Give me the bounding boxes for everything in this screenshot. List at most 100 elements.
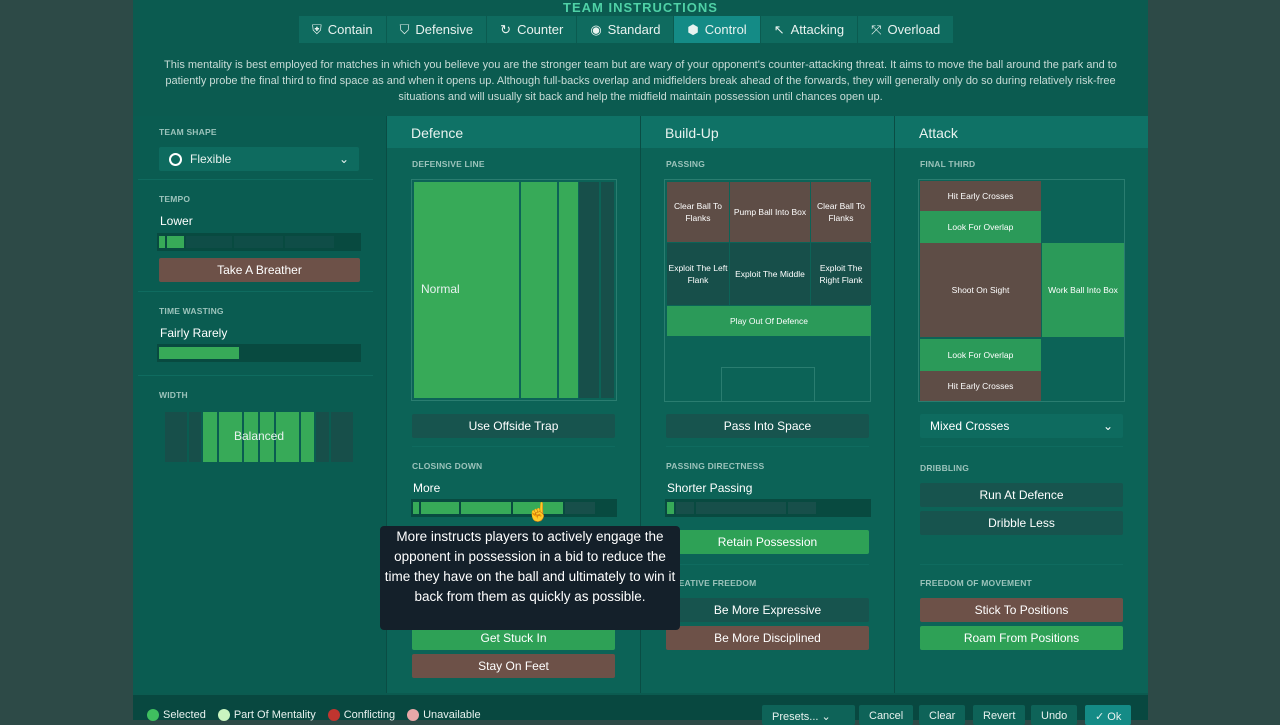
crosses-value: Mixed Crosses <box>930 419 1010 433</box>
tempo-slider[interactable] <box>157 233 361 251</box>
attack-header: Attack <box>895 116 1148 148</box>
pump-ball-zone[interactable]: Pump Ball Into Box <box>730 182 810 242</box>
tab-attacking[interactable]: ↖ Attacking <box>761 16 859 43</box>
get-stuck-in-button[interactable]: Get Stuck In <box>412 626 615 650</box>
overload-icon: ⤧ <box>871 21 882 37</box>
passing-directness-label: PASSING DIRECTNESS <box>666 461 765 471</box>
tab-label: Control <box>704 22 747 37</box>
mentality-tabs: ⛨ Contain ⛉ Defensive ↻ Counter ◉ Standard ⬢… <box>299 16 955 43</box>
pass-into-space-button[interactable]: Pass Into Space <box>666 414 869 438</box>
roam-from-positions-button[interactable]: Roam From Positions <box>920 626 1123 650</box>
tab-label: Counter <box>517 22 564 37</box>
exploit-middle-zone[interactable]: Exploit The Middle <box>730 243 810 305</box>
tab-label: Attacking <box>790 22 845 37</box>
retain-possession-button[interactable]: Retain Possession <box>666 530 869 554</box>
shield-icon: ⛉ <box>399 21 410 37</box>
chevron-down-icon: ⌄ <box>1102 419 1113 433</box>
exploit-left-zone[interactable]: Exploit The Left Flank <box>667 243 729 305</box>
chevron-down-icon: ⌄ <box>821 711 831 723</box>
tempo-label: TEMPO <box>159 194 191 204</box>
width-selector[interactable] <box>165 412 353 462</box>
passing-directness-slider[interactable] <box>665 499 871 517</box>
tab-counter[interactable]: ↻ Counter <box>487 16 578 43</box>
target-icon <box>169 152 182 166</box>
exploit-right-zone[interactable]: Exploit The Right Flank <box>811 243 871 305</box>
look-for-overlap-top-zone[interactable]: Look For Overlap <box>920 211 1041 243</box>
play-out-of-defence-zone[interactable]: Play Out Of Defence <box>667 306 871 336</box>
crosses-dropdown[interactable]: Mixed Crosses ⌄ <box>920 414 1123 438</box>
tab-contain[interactable]: ⛨ Contain <box>299 16 387 43</box>
time-wasting-value: Fairly Rarely <box>160 326 228 340</box>
check-icon: ✓ <box>1095 711 1105 723</box>
tab-standard[interactable]: ◉ Standard <box>577 16 675 43</box>
closing-down-value: More <box>413 481 441 495</box>
tab-label: Contain <box>327 22 373 37</box>
attacking-icon: ↖ <box>773 21 785 37</box>
defensive-line-label: DEFENSIVE LINE <box>412 159 485 169</box>
final-third-pitch: Hit Early Crosses Look For Overlap Shoot… <box>918 179 1125 402</box>
tab-defensive[interactable]: ⛉ Defensive <box>387 16 488 43</box>
stick-to-positions-button[interactable]: Stick To Positions <box>920 598 1123 622</box>
tab-label: Defensive <box>415 22 474 37</box>
hit-early-crosses-bottom-zone[interactable]: Hit Early Crosses <box>920 371 1041 401</box>
freedom-of-movement-label: FREEDOM OF MOVEMENT <box>920 578 1032 588</box>
tab-control[interactable]: ⬢ Control <box>674 16 761 43</box>
defensive-line-value: Normal <box>421 282 460 296</box>
final-third-label: FINAL THIRD <box>920 159 976 169</box>
cancel-button[interactable]: Cancel <box>859 705 914 725</box>
team-shape-dropdown[interactable]: Flexible ⌄ <box>159 147 359 171</box>
standard-icon: ◉ <box>590 21 602 37</box>
clear-ball-left-zone[interactable]: Clear Ball To Flanks <box>667 182 729 242</box>
chevron-down-icon: ⌄ <box>338 152 349 166</box>
look-for-overlap-bottom-zone[interactable]: Look For Overlap <box>920 339 1041 371</box>
revert-button[interactable]: Revert <box>973 705 1026 725</box>
use-offside-trap-button[interactable]: Use Offside Trap <box>412 414 615 438</box>
take-a-breather-button[interactable]: Take A Breather <box>159 258 360 282</box>
undo-button[interactable]: Undo <box>1031 705 1078 725</box>
team-shape-value: Flexible <box>190 152 232 166</box>
dribbling-label: DRIBBLING <box>920 463 970 473</box>
tempo-value: Lower <box>160 214 193 228</box>
legend: Selected Part Of Mentality Conflicting U… <box>147 709 481 721</box>
hit-early-crosses-top-zone[interactable]: Hit Early Crosses <box>920 181 1041 211</box>
width-value: Balanced <box>233 429 285 443</box>
presets-button[interactable]: Presets... ⌄ <box>762 705 855 725</box>
closing-down-tooltip: More instructs players to actively engag… <box>380 526 680 630</box>
creative-freedom-label: CREATIVE FREEDOM <box>666 578 757 588</box>
be-more-disciplined-button[interactable]: Be More Disciplined <box>666 626 869 650</box>
ok-button[interactable]: ✓ Ok <box>1085 705 1132 725</box>
passing-pitch: Clear Ball To Flanks Pump Ball Into Box … <box>664 179 871 402</box>
sidebar: TEAM SHAPE Flexible ⌄ TEMPO Lower Take A… <box>133 116 387 693</box>
dribble-less-button[interactable]: Dribble Less <box>920 511 1123 535</box>
clear-ball-right-zone[interactable]: Clear Ball To Flanks <box>811 182 871 242</box>
stay-on-feet-button[interactable]: Stay On Feet <box>412 654 615 678</box>
legend-conflicting: Conflicting <box>327 709 395 721</box>
tab-label: Overload <box>887 22 941 37</box>
passing-label: PASSING <box>666 159 706 169</box>
defensive-line-selector[interactable]: Normal <box>411 179 617 401</box>
panel-title: TEAM INSTRUCTIONS <box>563 0 718 15</box>
mentality-description: This mentality is best employed for matc… <box>164 59 1117 103</box>
time-wasting-slider[interactable] <box>157 344 361 362</box>
be-more-expressive-button[interactable]: Be More Expressive <box>666 598 869 622</box>
team-shape-label: TEAM SHAPE <box>159 127 217 137</box>
tab-label: Standard <box>607 22 661 37</box>
work-ball-into-box-zone[interactable]: Work Ball Into Box <box>1042 243 1124 337</box>
time-wasting-label: TIME WASTING <box>159 306 224 316</box>
legend-part-of-mentality: Part Of Mentality <box>217 709 316 721</box>
control-icon: ⬢ <box>687 21 699 37</box>
defence-header: Defence <box>387 116 640 148</box>
width-label: WIDTH <box>159 390 188 400</box>
shield-heart-icon: ⛨ <box>312 21 322 37</box>
tab-overload[interactable]: ⤧ Overload <box>858 16 955 43</box>
clear-button[interactable]: Clear <box>919 705 966 725</box>
buildup-column: Build-Up PASSING Clear Ball To Flanks Pu… <box>641 116 895 693</box>
attack-column: Attack FINAL THIRD Hit Early Crosses Loo… <box>895 116 1148 693</box>
shoot-on-sight-zone[interactable]: Shoot On Sight <box>920 243 1041 337</box>
counter-icon: ↻ <box>500 21 512 37</box>
passing-directness-value: Shorter Passing <box>667 481 753 495</box>
buildup-header: Build-Up <box>641 116 894 148</box>
closing-down-slider[interactable] <box>411 499 617 517</box>
hand-cursor-icon: ☝ <box>527 502 550 522</box>
run-at-defence-button[interactable]: Run At Defence <box>920 483 1123 507</box>
